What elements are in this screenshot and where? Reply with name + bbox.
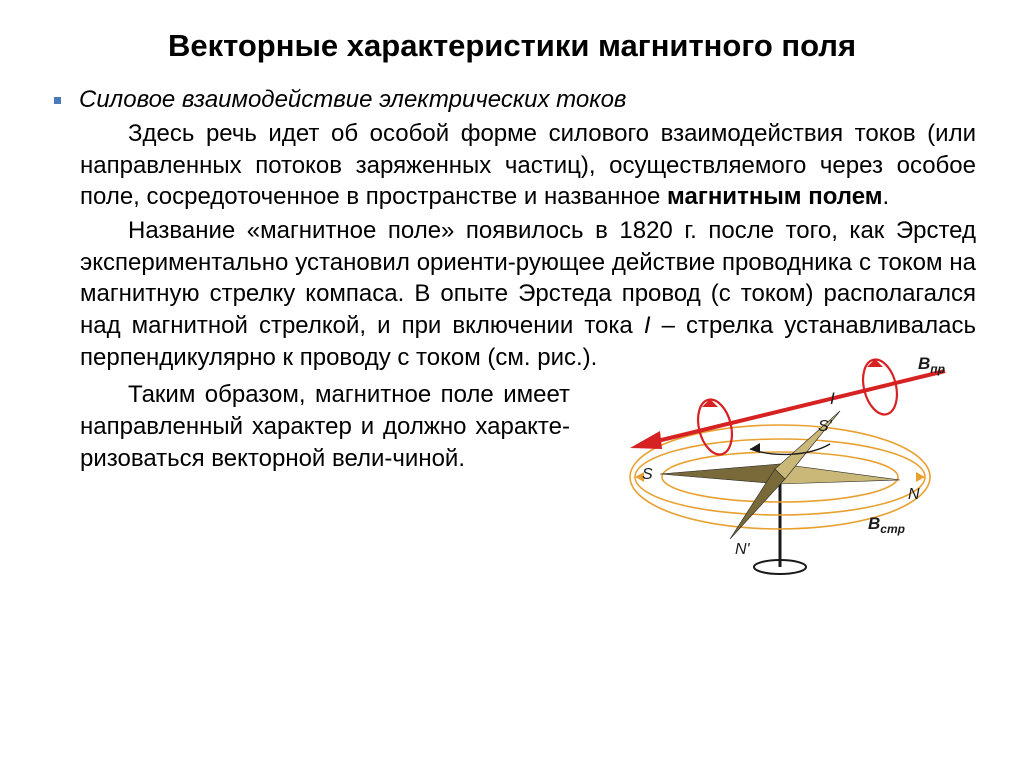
oersted-diagram: Bпр Bстр I S S' N N'	[590, 349, 970, 579]
page-title: Векторные характеристики магнитного поля	[48, 28, 976, 64]
label-n-prime: N'	[735, 541, 751, 558]
rotation-arc-arrow	[750, 443, 760, 453]
label-b-str: Bстр	[868, 514, 905, 536]
label-s-prime: S'	[818, 418, 833, 435]
paragraph-1: Здесь речь идет об особой форме силового…	[80, 118, 976, 213]
para1-bold: магнитным полем	[667, 183, 882, 210]
bullet-text: Силовое взаимодействие электрических ток…	[79, 86, 626, 114]
para2-italic-i: I	[644, 312, 651, 339]
bottom-wrap: Таким образом, магнитное поле имеет напр…	[80, 379, 976, 579]
label-n: N	[908, 486, 920, 503]
para1-text-c: .	[883, 183, 890, 210]
bullet-row: Силовое взаимодействие электрических ток…	[48, 86, 976, 114]
label-i: I	[830, 389, 835, 408]
current-wire-icon	[645, 371, 945, 444]
label-b-pr: Bпр	[918, 354, 945, 376]
bullet-square-icon	[54, 97, 61, 104]
label-s: S	[642, 466, 653, 483]
needle-north-half	[780, 464, 900, 484]
needle-south-half	[660, 464, 780, 484]
paragraph-3: Таким образом, магнитное поле имеет напр…	[80, 379, 570, 579]
current-arrow-icon	[630, 431, 662, 449]
